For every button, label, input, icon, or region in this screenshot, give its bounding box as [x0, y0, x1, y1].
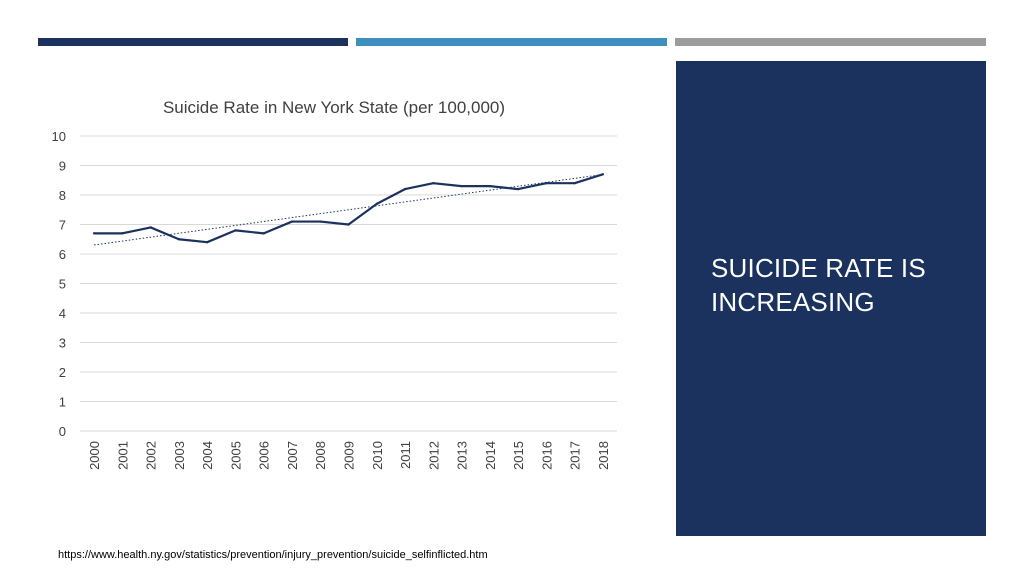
- x-tick-label: 2007: [285, 441, 300, 470]
- data-point: [516, 187, 520, 191]
- data-point: [121, 232, 124, 235]
- data-point: [488, 184, 492, 188]
- series-layer: [92, 173, 605, 244]
- y-tick-label: 0: [59, 424, 66, 439]
- line-chart: Suicide Rate in New York State (per 100,…: [52, 98, 617, 470]
- x-tick-label: 2016: [539, 441, 554, 470]
- y-tick-label: 2: [59, 365, 66, 380]
- data-point: [432, 182, 435, 185]
- x-tick-label: 2004: [200, 441, 215, 470]
- x-tick-label: 2003: [172, 441, 187, 470]
- data-point: [262, 232, 265, 235]
- y-axis-ticks: 0 1 2 3 4 5 6 7 8 9 10: [52, 129, 66, 439]
- y-tick-label: 3: [59, 336, 66, 351]
- x-tick-label: 2017: [568, 441, 583, 470]
- y-tick-label: 1: [59, 395, 66, 410]
- data-point: [347, 223, 350, 226]
- x-tick-label: 2011: [398, 441, 413, 469]
- data-point: [403, 187, 407, 191]
- gridlines: [80, 135, 617, 432]
- x-tick-label: 2014: [483, 441, 498, 470]
- y-tick-label: 10: [52, 129, 66, 144]
- x-tick-label: 2009: [342, 441, 357, 470]
- x-tick-label: 2006: [257, 441, 272, 470]
- data-point: [149, 226, 152, 229]
- panel-title: SUICIDE RATE IS INCREASING: [711, 253, 926, 317]
- x-axis-ticks: 2000 2001 2002 2003 2004 2005 2006 2007 2008 2009…: [87, 441, 611, 470]
- data-point: [545, 182, 548, 185]
- data-point: [601, 173, 605, 176]
- data-point: [460, 184, 463, 188]
- data-point: [177, 238, 181, 241]
- y-tick-label: 6: [59, 247, 66, 262]
- x-tick-label: 2013: [455, 441, 470, 470]
- y-tick-label: 8: [59, 188, 66, 203]
- x-tick-label: 2012: [426, 441, 441, 470]
- y-tick-label: 5: [59, 277, 66, 292]
- data-point: [205, 241, 209, 244]
- series-line: [94, 173, 604, 244]
- data-point: [375, 202, 378, 206]
- trendline-layer: [94, 173, 603, 246]
- data-point: [290, 220, 294, 223]
- x-tick-label: 2001: [115, 441, 130, 470]
- accent-bar-blue: [356, 38, 667, 46]
- chart-title: Suicide Rate in New York State (per 100,…: [163, 98, 505, 117]
- trendline: [94, 173, 603, 246]
- data-point: [92, 232, 96, 235]
- data-point: [319, 220, 322, 223]
- y-tick-label: 9: [59, 159, 66, 174]
- source-url: https://www.health.ny.gov/statistics/pre…: [58, 549, 488, 561]
- y-tick-label: 7: [59, 218, 66, 233]
- data-point: [234, 229, 237, 232]
- x-tick-label: 2002: [144, 441, 159, 470]
- accent-bar-navy: [38, 38, 348, 46]
- x-tick-label: 2015: [511, 441, 526, 470]
- y-tick-label: 4: [59, 306, 66, 321]
- data-point: [573, 182, 576, 185]
- x-tick-label: 2000: [87, 441, 102, 470]
- x-tick-label: 2005: [228, 441, 243, 470]
- x-tick-label: 2018: [596, 441, 611, 470]
- accent-bar-gray: [675, 38, 986, 46]
- x-tick-label: 2010: [370, 441, 385, 470]
- x-tick-label: 2008: [313, 441, 328, 470]
- title-panel: SUICIDE RATE IS INCREASING: [676, 61, 986, 536]
